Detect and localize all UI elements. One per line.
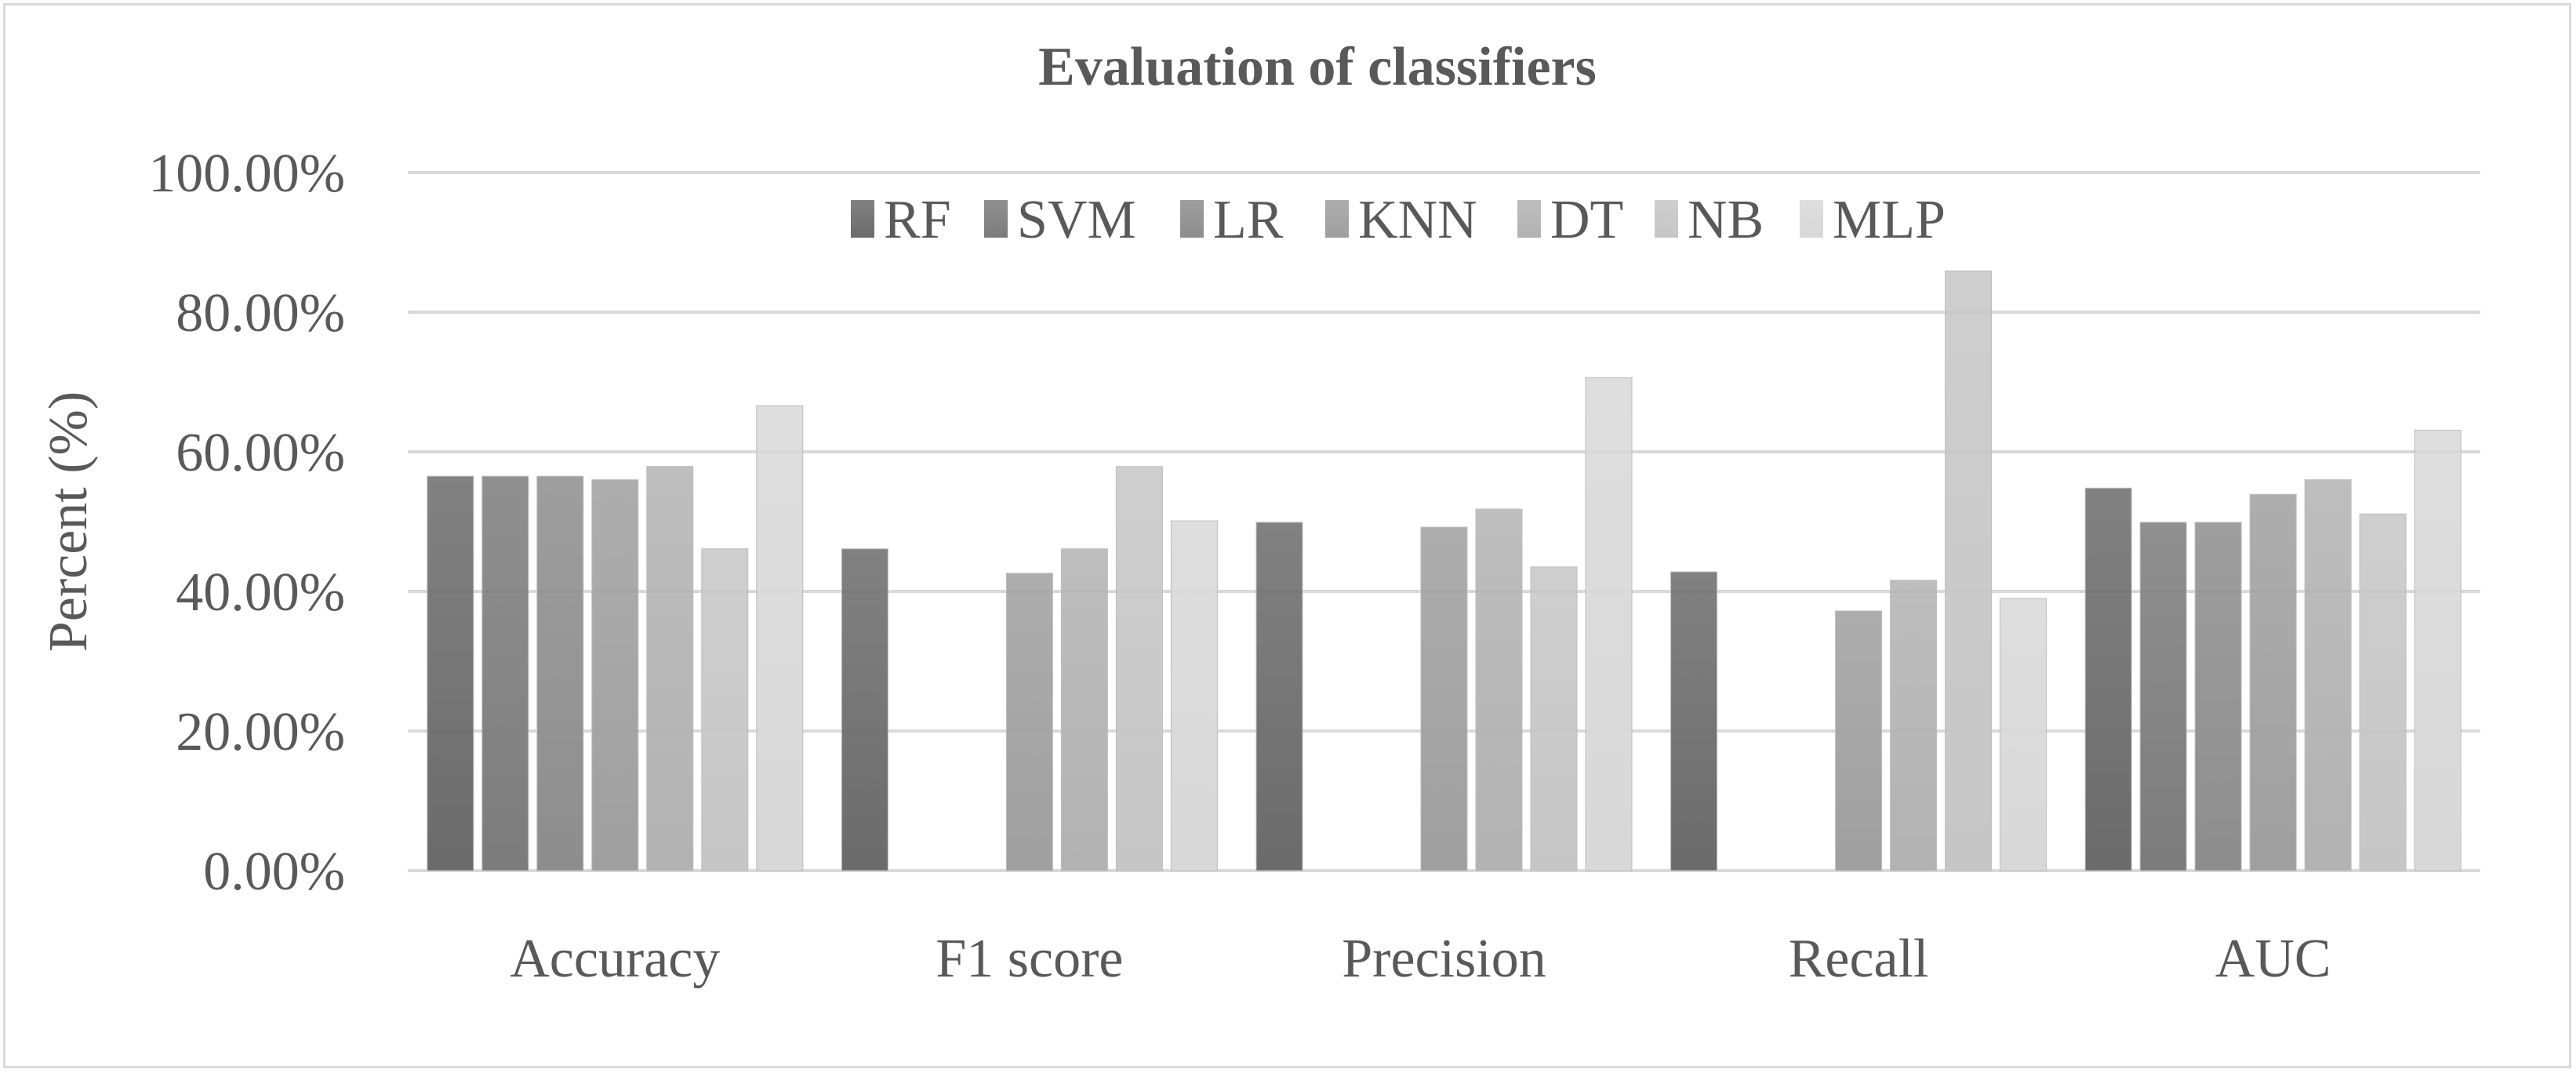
bar-rf-precision bbox=[1255, 522, 1303, 871]
bar-dt-f1-score bbox=[1060, 548, 1108, 871]
x-tick-label: Precision bbox=[1342, 929, 1546, 989]
chart-frame bbox=[3, 3, 2571, 1068]
legend-item-mlp: MLP bbox=[1800, 190, 1946, 250]
bar-knn-f1-score bbox=[1005, 573, 1053, 871]
bar-rf-auc bbox=[2084, 487, 2132, 871]
bar-knn-auc bbox=[2249, 493, 2297, 871]
y-tick-label: 100.00% bbox=[148, 144, 345, 204]
legend-item-nb: NB bbox=[1655, 190, 1764, 250]
bar-dt-accuracy bbox=[646, 466, 694, 871]
legend-item-lr: LR bbox=[1180, 190, 1284, 250]
legend-item-dt: DT bbox=[1517, 190, 1623, 250]
bar-nb-accuracy bbox=[701, 548, 749, 871]
gridlines bbox=[408, 171, 2480, 872]
legend-swatch bbox=[1325, 200, 1349, 238]
legend-label: NB bbox=[1688, 190, 1764, 250]
bar-dt-recall bbox=[1890, 580, 1938, 871]
y-tick-label: 80.00% bbox=[176, 283, 345, 344]
bar-knn-precision bbox=[1420, 526, 1468, 871]
legend-swatch bbox=[1655, 200, 1678, 238]
legend-label: KNN bbox=[1358, 190, 1477, 250]
bar-rf-f1-score bbox=[841, 548, 888, 871]
legend-item-rf: RF bbox=[851, 190, 951, 250]
legend-swatch bbox=[1800, 200, 1823, 238]
bar-dt-auc bbox=[2304, 479, 2352, 871]
x-tick-labels: Accuracy F1 score Precision Recall AUC bbox=[510, 929, 2331, 989]
bar-knn-recall bbox=[1835, 610, 1883, 871]
legend-item-knn: KNN bbox=[1325, 190, 1477, 250]
bar-svm-auc bbox=[2139, 522, 2187, 871]
bar-mlp-auc bbox=[2414, 429, 2462, 871]
legend-swatch bbox=[851, 200, 874, 238]
bar-mlp-accuracy bbox=[756, 405, 804, 871]
bar-mlp-recall bbox=[2000, 598, 2047, 871]
bar-svm-accuracy bbox=[481, 475, 529, 871]
legend-label: DT bbox=[1550, 190, 1623, 250]
legend: RF SVM LR KNN DT NB MLP bbox=[851, 190, 1946, 250]
x-tick-label: Accuracy bbox=[510, 929, 720, 989]
bar-rf-accuracy bbox=[427, 475, 474, 871]
bar-dt-precision bbox=[1475, 508, 1523, 871]
legend-swatch bbox=[1180, 200, 1204, 238]
y-tick-label: 0.00% bbox=[203, 842, 345, 902]
y-tick-label: 60.00% bbox=[176, 423, 345, 483]
bar-nb-recall bbox=[1945, 270, 1993, 871]
bar-mlp-precision bbox=[1585, 377, 1633, 871]
legend-item-svm: SVM bbox=[984, 190, 1136, 250]
bar-lr-accuracy bbox=[536, 475, 584, 871]
legend-label: SVM bbox=[1017, 190, 1136, 250]
bar-nb-f1-score bbox=[1115, 466, 1163, 871]
x-tick-label: AUC bbox=[2215, 929, 2331, 989]
x-tick-label: F1 score bbox=[936, 929, 1123, 989]
x-tick-label: Recall bbox=[1789, 929, 1929, 989]
bar-knn-accuracy bbox=[591, 479, 639, 871]
legend-swatch bbox=[984, 200, 1008, 238]
bars bbox=[427, 270, 2462, 871]
bar-nb-auc bbox=[2359, 513, 2407, 871]
y-tick-label: 20.00% bbox=[176, 702, 345, 762]
legend-label: LR bbox=[1213, 190, 1284, 250]
legend-swatch bbox=[1517, 200, 1541, 238]
bar-rf-recall bbox=[1670, 571, 1718, 871]
chart-title: Evaluation of classifiers bbox=[1038, 37, 1597, 97]
legend-label: RF bbox=[884, 190, 951, 250]
legend-label: MLP bbox=[1833, 190, 1946, 250]
bar-nb-precision bbox=[1530, 566, 1578, 871]
bar-lr-auc bbox=[2194, 522, 2242, 871]
y-tick-label: 40.00% bbox=[176, 562, 345, 623]
y-axis-label: Percent (%) bbox=[38, 391, 99, 652]
bar-mlp-f1-score bbox=[1170, 520, 1218, 871]
y-tick-labels: 0.00% 20.00% 40.00% 60.00% 80.00% 100.00% bbox=[148, 144, 345, 902]
